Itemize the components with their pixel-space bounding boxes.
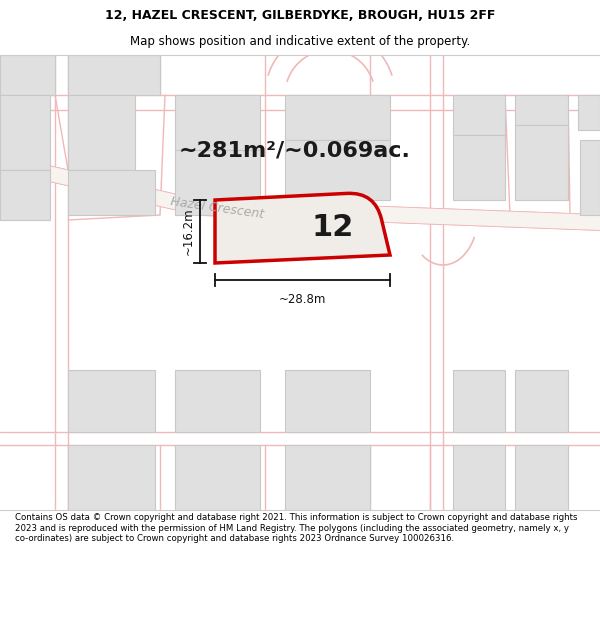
- Text: 12: 12: [311, 213, 353, 242]
- Polygon shape: [515, 125, 568, 200]
- Polygon shape: [515, 95, 568, 125]
- Polygon shape: [285, 370, 370, 432]
- Polygon shape: [0, 170, 50, 220]
- Polygon shape: [175, 445, 260, 510]
- PathPatch shape: [215, 193, 390, 263]
- Polygon shape: [453, 135, 505, 200]
- Polygon shape: [515, 370, 568, 432]
- Text: ~281m²/~0.069ac.: ~281m²/~0.069ac.: [179, 140, 411, 160]
- Polygon shape: [580, 140, 600, 215]
- Polygon shape: [578, 95, 600, 130]
- Polygon shape: [68, 55, 160, 95]
- Polygon shape: [68, 170, 155, 215]
- Text: ~28.8m: ~28.8m: [279, 293, 326, 306]
- Polygon shape: [0, 155, 600, 230]
- Polygon shape: [285, 95, 390, 140]
- Polygon shape: [175, 370, 260, 432]
- Text: 12, HAZEL CRESCENT, GILBERDYKE, BROUGH, HU15 2FF: 12, HAZEL CRESCENT, GILBERDYKE, BROUGH, …: [105, 9, 495, 22]
- Polygon shape: [68, 95, 135, 170]
- Polygon shape: [285, 140, 390, 200]
- Polygon shape: [453, 445, 505, 510]
- Polygon shape: [0, 95, 50, 170]
- Polygon shape: [285, 445, 370, 510]
- Polygon shape: [175, 150, 260, 215]
- Polygon shape: [515, 445, 568, 510]
- Polygon shape: [0, 55, 55, 95]
- Text: Map shows position and indicative extent of the property.: Map shows position and indicative extent…: [130, 35, 470, 48]
- Text: Contains OS data © Crown copyright and database right 2021. This information is : Contains OS data © Crown copyright and d…: [15, 514, 577, 543]
- Polygon shape: [175, 95, 260, 150]
- Polygon shape: [453, 370, 505, 432]
- Text: Hazel Crescent: Hazel Crescent: [170, 195, 265, 221]
- Polygon shape: [68, 445, 155, 510]
- Polygon shape: [453, 95, 505, 135]
- Text: ~16.2m: ~16.2m: [182, 208, 195, 255]
- Polygon shape: [68, 370, 155, 432]
